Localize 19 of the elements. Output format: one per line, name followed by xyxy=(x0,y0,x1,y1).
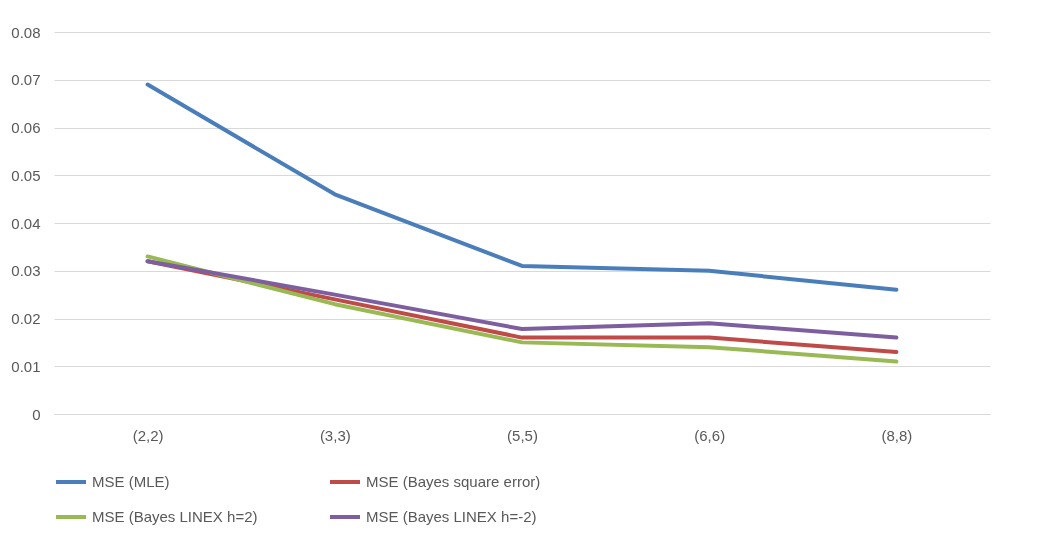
y-tick-label: 0.07 xyxy=(11,71,41,89)
legend-label: MSE (Bayes LINEX h=2) xyxy=(92,508,258,525)
y-tick-label: 0.06 xyxy=(11,119,41,136)
x-tick-label: (6,6) xyxy=(694,426,726,444)
y-tick-label: 0.04 xyxy=(11,214,41,232)
x-tick-label: (3,3) xyxy=(319,426,351,444)
y-tick-label: 0.08 xyxy=(11,23,41,41)
line-series xyxy=(145,82,899,292)
legend-label: MSE (MLE) xyxy=(92,473,170,490)
x-tick-label: (2,2) xyxy=(132,426,164,444)
y-tick-label: 0.02 xyxy=(11,310,41,327)
y-tick-label: 0.03 xyxy=(11,262,41,280)
x-tick-label: (5,5) xyxy=(507,426,538,444)
legend-label: MSE (Bayes square error) xyxy=(366,473,541,490)
y-tick-label: 0 xyxy=(32,405,41,423)
y-tick-label: 0.05 xyxy=(11,166,41,184)
legend-label: MSE (Bayes LINEX h=-2) xyxy=(366,508,537,525)
x-tick-label: (8,8) xyxy=(881,426,913,444)
y-tick-label: 0.01 xyxy=(11,357,41,375)
